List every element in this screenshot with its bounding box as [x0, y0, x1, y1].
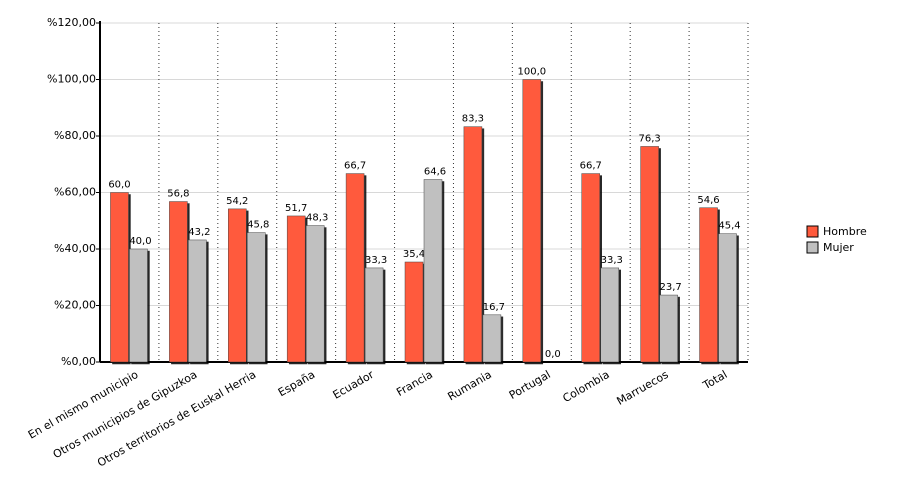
bar: [718, 233, 737, 363]
value-label: 23,7: [660, 282, 682, 293]
bar: [482, 314, 502, 363]
bar: [286, 215, 306, 363]
y-tick-label: %100,00: [47, 73, 96, 86]
y-tick-label: %20,00: [54, 299, 96, 312]
y-tick-label: %40,00: [54, 242, 96, 255]
y-tick-label: %0,00: [61, 355, 96, 368]
value-label: 43,2: [188, 227, 210, 238]
value-label: 45,8: [247, 220, 269, 231]
bar: [659, 294, 678, 363]
x-tick-label: Total: [700, 368, 730, 393]
y-tick-label: %120,00: [47, 16, 96, 29]
value-label: 54,2: [226, 196, 248, 207]
bar: [423, 179, 443, 363]
value-label: 83,3: [462, 114, 484, 125]
value-label: 45,4: [718, 221, 740, 232]
value-label: 56,8: [167, 189, 189, 200]
value-label: 35,4: [403, 249, 425, 260]
value-label: 60,0: [108, 180, 130, 191]
value-label: 76,3: [639, 133, 661, 144]
bar: [228, 208, 247, 363]
y-tick-label: %80,00: [54, 129, 96, 142]
bar: [345, 173, 365, 363]
value-label: 66,7: [580, 161, 602, 172]
bar: [404, 261, 424, 363]
legend-label: Mujer: [823, 241, 854, 254]
bar: [640, 146, 659, 363]
legend-swatch: [806, 241, 819, 254]
bar: [600, 267, 619, 363]
value-label: 40,0: [129, 236, 151, 247]
bar: [305, 225, 325, 363]
bar: [247, 232, 266, 363]
value-label: 64,6: [424, 167, 446, 178]
bar: [169, 201, 188, 363]
x-tick-label: España: [276, 368, 317, 399]
bar: [699, 207, 718, 363]
bar: [110, 192, 129, 363]
value-label: 51,7: [285, 203, 307, 214]
bar: [463, 126, 483, 363]
x-tick-label: Portugal: [507, 368, 553, 402]
bar: [522, 79, 542, 363]
x-tick-label: Rumania: [446, 368, 494, 403]
bar: [129, 248, 148, 363]
bar: [188, 239, 207, 363]
value-label: 33,3: [365, 255, 387, 266]
x-tick-label: Ecuador: [331, 368, 377, 402]
x-tick-label: Francia: [394, 368, 435, 399]
x-tick-label: Marruecos: [614, 368, 670, 408]
legend-label: Hombre: [823, 225, 867, 238]
value-label: 66,7: [344, 161, 366, 172]
y-tick-label: %60,00: [54, 186, 96, 199]
bar: [581, 173, 600, 363]
bar: [364, 267, 384, 363]
value-label: 16,7: [483, 302, 505, 313]
value-label: 100,0: [517, 67, 546, 78]
value-label: 54,6: [697, 195, 719, 206]
x-tick-label: Colombia: [560, 368, 611, 405]
value-label: 48,3: [306, 213, 328, 224]
legend-swatch: [806, 225, 819, 238]
value-label: 0,0: [545, 349, 561, 360]
value-label: 33,3: [601, 255, 623, 266]
